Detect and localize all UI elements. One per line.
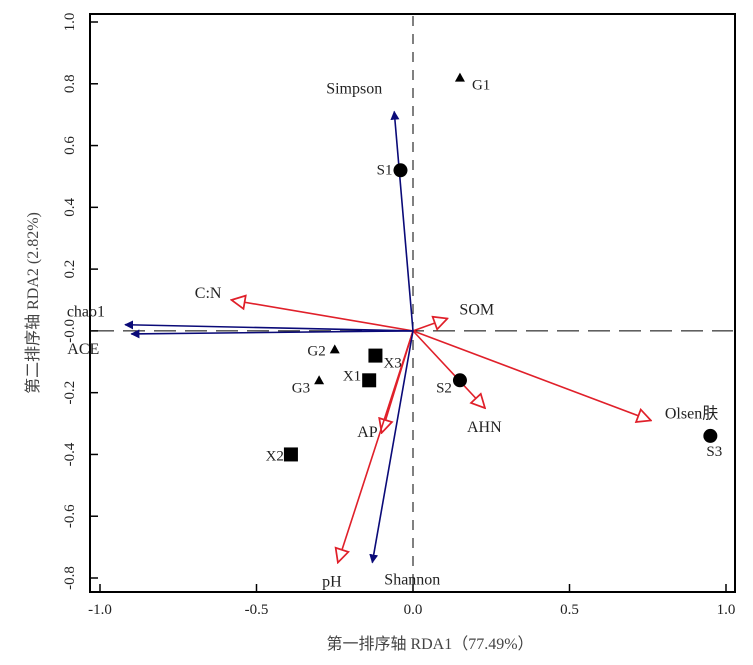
sample-label-s3: S3	[706, 444, 722, 460]
vector-label-ace: ACE	[67, 341, 99, 358]
y-tick-label: -0.8	[62, 566, 78, 590]
y-tick-label: -0.6	[62, 504, 78, 528]
x-tick-label: -1.0	[88, 602, 112, 618]
explanatory-vectors: C:N SOM AHN Olsen肤 AP pH	[195, 285, 718, 591]
x-axis-title: 第一排序轴 RDA1（77.49%）	[326, 635, 533, 653]
sample-label-s2: S2	[436, 380, 452, 396]
vector-shannon	[369, 330, 414, 564]
sample-label-x1: X1	[343, 368, 361, 384]
vector-label-shannon: Shannon	[384, 572, 440, 589]
sample-label-g3: G3	[292, 380, 310, 396]
y-tick-label: -0.4	[62, 442, 78, 466]
sample-point-x2	[283, 447, 298, 462]
sample-point-g3	[314, 375, 325, 385]
vector-label-ph: pH	[322, 574, 342, 591]
vector-label-olsen: Olsen肤	[665, 404, 718, 422]
vector-label-c-n: C:N	[195, 285, 222, 302]
vector-chao1	[124, 320, 414, 332]
vector-label-som: SOM	[459, 302, 494, 319]
sample-point-g1	[454, 72, 465, 82]
response-vectors: Simpson chao1 ACE Shannon	[67, 81, 440, 589]
sample-point-s2	[452, 373, 467, 388]
vector-ph	[338, 330, 414, 563]
sample-label-x2: X2	[266, 448, 284, 464]
vector-ace	[130, 329, 414, 339]
vector-som	[412, 319, 447, 332]
x-tick-label: 0.5	[560, 602, 579, 618]
vector-label-chao1: chao1	[67, 304, 105, 321]
x-tick-label: 0.0	[404, 602, 423, 618]
sample-point-g2	[329, 344, 340, 354]
sample-points: G1 G2 G3 S1 S2 S3 X1 X2 X3	[266, 72, 722, 464]
vector-simpson	[390, 110, 414, 331]
y-tick-label: 0.8	[62, 74, 78, 93]
vector-label-ap: AP	[357, 424, 378, 441]
vector-label-ahn: AHN	[467, 419, 502, 436]
sample-point-x3	[368, 348, 383, 363]
sample-label-x3: X3	[383, 356, 401, 372]
x-tick-label: -0.5	[245, 602, 269, 618]
y-tick-label: -0.2	[62, 381, 78, 405]
y-tick-label: 0.2	[62, 260, 78, 279]
y-tick-label: 0.4	[62, 197, 78, 216]
sample-label-g2: G2	[307, 343, 325, 359]
sample-point-s1	[393, 163, 408, 178]
x-axis-ticks: -1.0 -0.5 0.0 0.5 1.0	[88, 584, 735, 618]
y-axis-ticks: -0.8 -0.6 -0.4 -0.2 -0.0 0.2 0.4 0.6 0.8 1.0	[62, 13, 98, 590]
vector-olsen	[412, 330, 651, 421]
sample-point-s3	[703, 428, 718, 443]
sample-point-x1	[362, 373, 377, 388]
x-tick-label: 1.0	[717, 602, 736, 618]
sample-label-g1: G1	[472, 78, 490, 94]
vector-c-n	[231, 300, 414, 332]
y-tick-label: 0.6	[62, 136, 78, 155]
y-tick-label: 1.0	[62, 13, 78, 32]
y-axis-title: 第二排序轴 RDA2 (2.82%)	[24, 212, 42, 394]
sample-label-s1: S1	[377, 162, 393, 178]
vector-label-simpson: Simpson	[326, 81, 382, 98]
vector-ahn	[412, 330, 485, 408]
y-tick-label: -0.0	[62, 319, 78, 343]
reference-lines	[92, 16, 733, 590]
